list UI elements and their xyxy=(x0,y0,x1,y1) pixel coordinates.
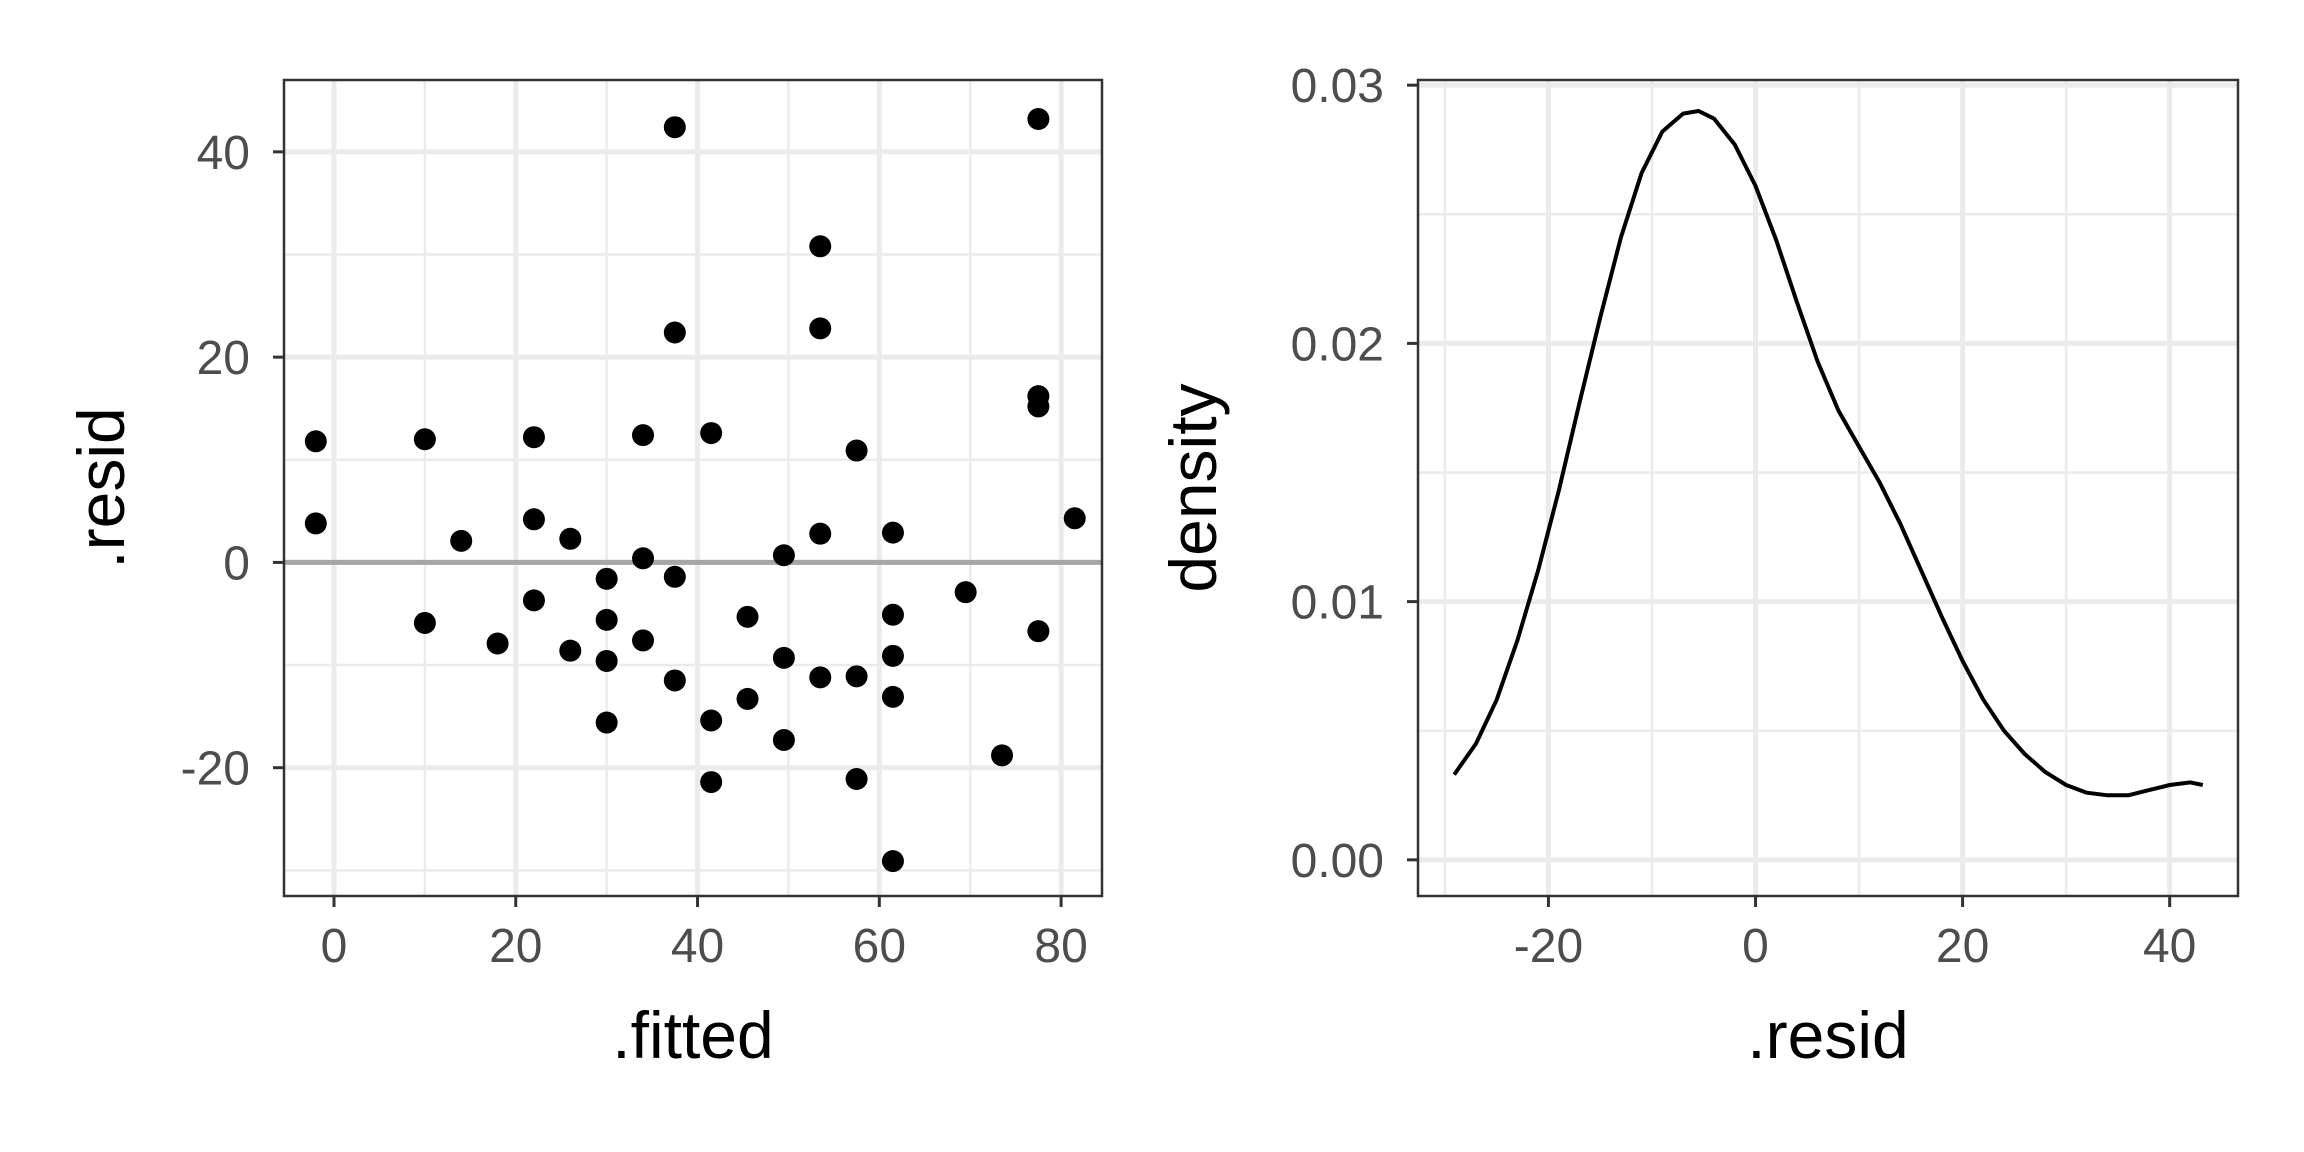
scatter-point-24 xyxy=(700,771,723,794)
panel-border xyxy=(1416,78,2240,898)
y-axis-title: .resid xyxy=(64,407,138,568)
scatter-point-48 xyxy=(1063,507,1086,530)
density-curve xyxy=(1452,109,2204,798)
scatter-point-10 xyxy=(559,639,582,662)
y-tick-label: 0.03 xyxy=(1291,60,1384,113)
y-tick-label: 0.02 xyxy=(1291,318,1384,371)
scatter-point-22 xyxy=(700,422,723,445)
y-tick-label: 20 xyxy=(197,332,250,385)
scatter-point-47 xyxy=(1027,620,1050,643)
scatter-point-32 xyxy=(809,522,832,545)
x-tick-label: 20 xyxy=(1936,920,1989,973)
scatter-point-37 xyxy=(881,521,904,544)
scatter-point-27 xyxy=(772,544,795,567)
scatter-point-6 xyxy=(522,426,545,449)
scatter-point-34 xyxy=(845,439,868,462)
scatter-point-1 xyxy=(304,512,327,535)
scatter-point-9 xyxy=(559,527,582,550)
x-tick-label: 60 xyxy=(853,920,906,973)
scatter-point-8 xyxy=(522,589,545,612)
y-tick-label: 0 xyxy=(223,537,250,590)
residuals-vs-fitted-panel: 0 20 40 60 80 -20 0 20 40 .fitted .resid xyxy=(64,78,1104,1072)
y-tick-label: 0.01 xyxy=(1291,577,1384,630)
x-tick-label: 80 xyxy=(1034,920,1087,973)
scatter-point-4 xyxy=(450,529,473,552)
scatter-point-14 xyxy=(595,711,618,734)
scatter-point-20 xyxy=(663,565,686,588)
scatter-point-11 xyxy=(595,567,618,590)
scatter-point-46 xyxy=(1027,395,1050,418)
x-tick-label: 20 xyxy=(489,920,542,973)
y-axis-title: density xyxy=(1156,383,1230,592)
scatter-point-19 xyxy=(663,321,686,344)
scatter-point-30 xyxy=(809,235,832,258)
scatter-point-39 xyxy=(881,644,904,667)
scatter-point-29 xyxy=(772,728,795,751)
scatter-point-12 xyxy=(595,608,618,631)
scatter-point-13 xyxy=(595,649,618,672)
scatter-point-25 xyxy=(736,605,759,628)
x-axis-title: .resid xyxy=(1747,998,1908,1072)
y-tick-label: 0.00 xyxy=(1291,835,1384,888)
scatter-point-28 xyxy=(772,646,795,669)
scatter-point-38 xyxy=(881,603,904,626)
scatter-point-43 xyxy=(991,744,1014,767)
scatter-point-18 xyxy=(663,116,686,139)
scatter-point-0 xyxy=(304,430,327,453)
y-tick-label: -20 xyxy=(181,743,250,796)
scatter-point-21 xyxy=(663,669,686,692)
x-tick-label: 0 xyxy=(321,920,348,973)
scatter-point-26 xyxy=(736,687,759,710)
scatter-point-40 xyxy=(881,685,904,708)
panel-border xyxy=(282,78,1104,898)
scatter-point-44 xyxy=(1027,108,1050,131)
x-axis-title: .fitted xyxy=(612,998,773,1072)
y-tick-label: 40 xyxy=(197,127,250,180)
scatter-point-41 xyxy=(881,850,904,873)
scatter-point-31 xyxy=(809,317,832,340)
scatter-point-16 xyxy=(632,547,655,570)
scatter-point-3 xyxy=(413,611,436,634)
scatter-point-33 xyxy=(809,666,832,689)
scatter-point-23 xyxy=(700,709,723,732)
scatter-point-36 xyxy=(845,767,868,790)
x-tick-label: 40 xyxy=(671,920,724,973)
scatter-point-17 xyxy=(632,629,655,652)
x-tick-label: -20 xyxy=(1514,920,1583,973)
scatter-point-2 xyxy=(413,428,436,451)
scatter-point-5 xyxy=(486,632,509,655)
residual-density-panel: -20 0 20 40 0.00 0.01 0.02 0.03 .resid density xyxy=(1156,60,2240,1072)
x-tick-label: 40 xyxy=(2143,920,2196,973)
x-tick-label: 0 xyxy=(1742,920,1769,973)
scatter-point-15 xyxy=(632,424,655,447)
scatter-point-35 xyxy=(845,665,868,688)
scatter-point-7 xyxy=(522,508,545,531)
scatter-point-42 xyxy=(954,581,977,604)
